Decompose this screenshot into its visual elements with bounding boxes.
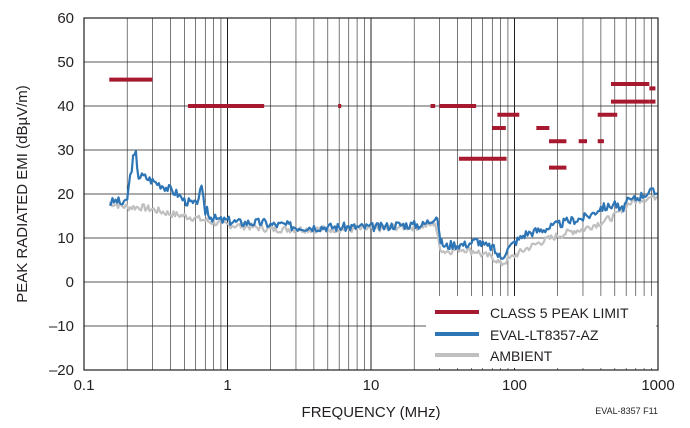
y-tick-label: 30 (57, 142, 74, 159)
x-tick-label: 1000 (641, 377, 674, 394)
x-tick-labels: 0.1 1 10 100 1000 (74, 377, 675, 394)
y-tick-label: 40 (57, 98, 74, 115)
y-tick-label: 60 (57, 10, 74, 27)
legend-label-eval: EVAL-LT8357-AZ (490, 327, 599, 343)
x-tick-label: 1 (223, 377, 231, 394)
legend: CLASS 5 PEAK LIMIT EVAL-LT8357-AZ AMBIEN… (426, 296, 656, 368)
x-tick-label: 0.1 (74, 377, 95, 394)
legend-label-ambient: AMBIENT (490, 348, 553, 364)
y-tick-label: –10 (49, 318, 74, 335)
y-axis-title: PEAK RADIATED EMI (dBµV/m) (14, 85, 31, 303)
y-tick-label: 50 (57, 54, 74, 71)
x-tick-label: 10 (363, 377, 380, 394)
y-tick-label: 20 (57, 186, 74, 203)
legend-label-limit: CLASS 5 PEAK LIMIT (490, 305, 629, 321)
figure-id: EVAL-8357 F11 (595, 406, 658, 416)
x-axis-title: FREQUENCY (MHz) (302, 404, 441, 421)
x-tick-label: 100 (502, 377, 527, 394)
y-tick-label: 10 (57, 230, 74, 247)
y-tick-label: –20 (49, 362, 74, 379)
y-tick-label: 0 (66, 274, 74, 291)
y-tick-labels: 60 50 40 30 20 10 0 –10 –20 (49, 10, 74, 379)
